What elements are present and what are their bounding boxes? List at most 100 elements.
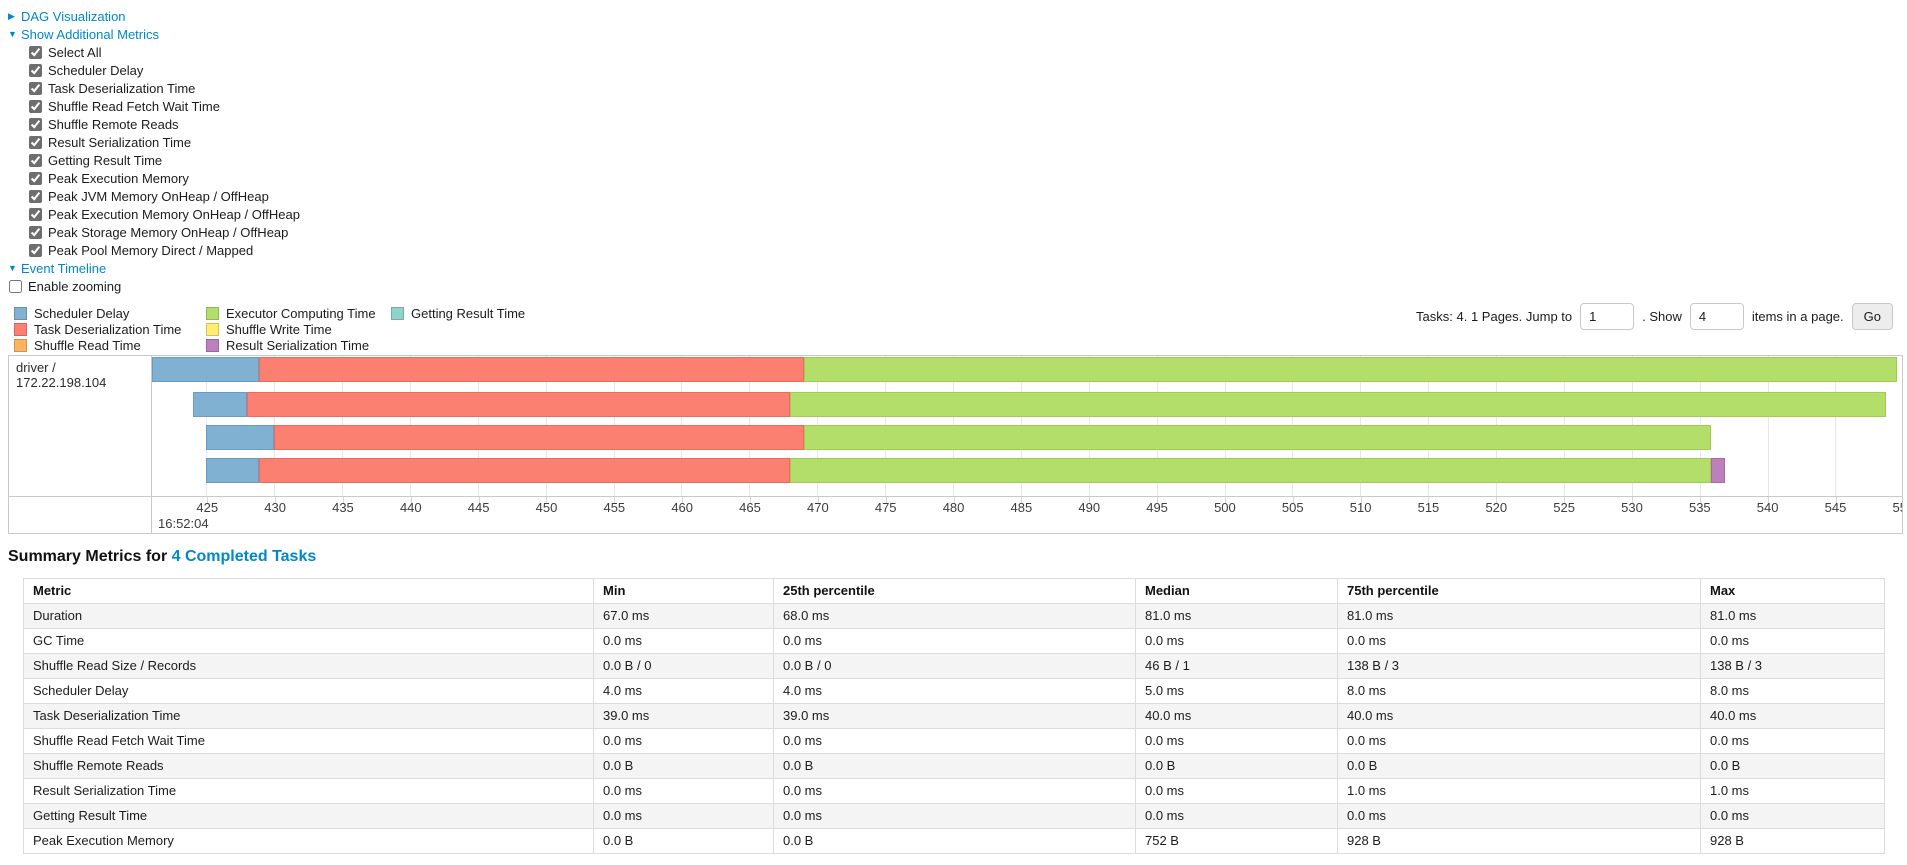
executor-group-label: driver / 172.22.198.104 (9, 356, 152, 496)
scheduler-delay-bar-segment[interactable] (192, 392, 248, 417)
axis-tick-label: 510 (1349, 500, 1372, 515)
axis-tick-mark (682, 497, 684, 504)
stage-controls: ▶ DAG Visualization ▼ Show Additional Metr… (0, 0, 1907, 295)
axis-tick-label: 485 (1010, 500, 1033, 515)
scheduler-delay-bar-segment[interactable] (206, 458, 260, 483)
event-timeline-link[interactable]: Event Timeline (21, 260, 107, 276)
axis-major-time-label: 16:52:04 (158, 516, 209, 531)
legend-label: Task Deserialization Time (34, 321, 182, 337)
task-deserialization-bar-segment[interactable] (259, 357, 804, 382)
axis-tick-mark (1292, 497, 1294, 504)
chevron-right-icon: ▶ (8, 10, 15, 21)
metric-checkbox[interactable] (29, 189, 42, 203)
summary-table-cell: 67.0 ms (593, 603, 774, 629)
axis-tick-label: 525 (1553, 500, 1575, 515)
dag-visualization-toggle[interactable]: ▶ DAG Visualization (8, 7, 1907, 25)
summary-table-cell: 0.0 ms (1135, 728, 1338, 754)
executor-computing-bar-segment[interactable] (790, 458, 1711, 483)
axis-tick-label: 440 (399, 500, 422, 515)
summary-table-cell: 8.0 ms (1700, 678, 1885, 704)
completed-tasks-link[interactable]: 4 Completed Tasks (171, 548, 317, 565)
summary-table-cell: 40.0 ms (1135, 703, 1338, 729)
metric-checkbox-label: Peak Pool Memory Direct / Mapped (48, 242, 254, 258)
metric-checkbox[interactable] (29, 225, 42, 239)
executor-computing-bar-segment[interactable] (790, 392, 1886, 417)
legend-swatch-icon (14, 322, 27, 336)
dag-visualization-link[interactable]: DAG Visualization (21, 8, 126, 24)
go-button[interactable]: Go (1851, 303, 1893, 330)
enable-zooming-checkbox[interactable] (9, 279, 22, 293)
legend-swatch-icon (206, 306, 219, 320)
legend-item: Shuffle Read Time (14, 337, 206, 353)
summary-table-cell: 0.0 ms (1337, 728, 1701, 754)
axis-tick-mark (1631, 497, 1633, 504)
summary-heading-text: Summary Metrics for (8, 548, 172, 565)
show-additional-metrics-toggle[interactable]: ▼ Show Additional Metrics (8, 25, 1907, 43)
executor-computing-bar-segment[interactable] (803, 357, 1897, 382)
axis-tick-label: 435 (332, 500, 354, 515)
axis-tick-label: 475 (874, 500, 897, 515)
axis-tick-mark (1767, 497, 1769, 504)
summary-table-body: Duration 67.0 ms 68.0 ms 81.0 ms 81.0 ms 81.0… (23, 603, 1885, 854)
axis-tick-label: 500 (1214, 500, 1236, 515)
metric-checkbox[interactable] (29, 153, 42, 167)
timeline-plot-area (152, 356, 1902, 496)
metric-checkbox[interactable] (29, 45, 42, 59)
metric-checkbox[interactable] (29, 117, 42, 131)
axis-tick-mark (817, 497, 819, 504)
items-per-page-input[interactable] (1689, 303, 1744, 330)
summary-table-cell: 0.0 ms (1135, 778, 1338, 804)
summary-table-cell: Shuffle Remote Reads (23, 753, 594, 779)
axis-tick-mark (1157, 497, 1159, 504)
summary-metrics-heading: Summary Metrics for 4 Completed Tasks (8, 548, 1907, 566)
task-deserialization-bar-segment[interactable] (247, 392, 791, 417)
summary-header-cell: Min (593, 578, 774, 604)
scheduler-delay-bar-segment[interactable] (152, 357, 260, 382)
axis-left-spacer (9, 497, 152, 533)
axis-tick-label: 550 (1892, 500, 1902, 515)
event-timeline-toggle[interactable]: ▼ Event Timeline (8, 259, 1907, 277)
metric-checkbox[interactable] (29, 243, 42, 257)
metric-checkbox[interactable] (29, 135, 42, 149)
legend-item: Scheduler Delay (14, 305, 206, 321)
axis-tick-label: 540 (1756, 500, 1779, 515)
axis-tick-mark (1224, 497, 1226, 504)
pagination-show-text: . Show (1642, 309, 1682, 324)
axis-tick-mark (1564, 497, 1566, 504)
axis-tick-label: 480 (942, 500, 965, 515)
show-additional-metrics-link[interactable]: Show Additional Metrics (21, 26, 160, 42)
axis-tick-label: 545 (1824, 500, 1847, 515)
metric-checkbox[interactable] (29, 81, 42, 95)
metric-checkbox[interactable] (29, 99, 42, 113)
legend-label: Shuffle Read Time (34, 337, 141, 353)
metric-checkbox-row: Scheduler Delay (29, 61, 1907, 79)
summary-table-cell: 0.0 ms (773, 803, 1136, 829)
metric-checkbox-list: Select All Scheduler Delay Task Deserializ… (29, 43, 1907, 259)
summary-table-row: Result Serialization Time 0.0 ms 0.0 ms 0.0… (23, 778, 1885, 804)
legend-column: Executor Computing Time Shuffle Write Tim… (206, 305, 391, 353)
metric-checkbox[interactable] (29, 63, 42, 77)
result-serialization-bar-segment[interactable] (1710, 458, 1726, 483)
executor-computing-bar-segment[interactable] (803, 425, 1711, 450)
summary-table-cell: 1.0 ms (1700, 778, 1885, 804)
axis-tick-mark (953, 497, 955, 504)
metric-checkbox-label: Scheduler Delay (48, 62, 144, 78)
summary-table-cell: 752 B (1135, 828, 1338, 854)
scheduler-delay-bar-segment[interactable] (206, 425, 275, 450)
task-deserialization-bar-segment[interactable] (259, 458, 791, 483)
task-deserialization-bar-segment[interactable] (274, 425, 804, 450)
axis-tick-mark (410, 497, 412, 504)
axis-tick-label: 535 (1688, 500, 1711, 515)
metric-checkbox[interactable] (29, 171, 42, 185)
jump-to-page-input[interactable] (1580, 303, 1635, 330)
chevron-down-icon: ▼ (8, 29, 17, 39)
metric-checkbox-row: Shuffle Remote Reads (29, 115, 1907, 133)
summary-table-cell: 0.0 B (1700, 753, 1885, 779)
summary-table-cell: Result Serialization Time (23, 778, 594, 804)
legend-column: Scheduler Delay Task Deserialization Time… (14, 305, 206, 353)
axis-tick-mark (1021, 497, 1023, 504)
timeline-gridline (1835, 356, 1837, 496)
axis-tick-label: 470 (807, 500, 829, 515)
legend-item: Task Deserialization Time (14, 321, 206, 337)
metric-checkbox[interactable] (29, 207, 42, 221)
